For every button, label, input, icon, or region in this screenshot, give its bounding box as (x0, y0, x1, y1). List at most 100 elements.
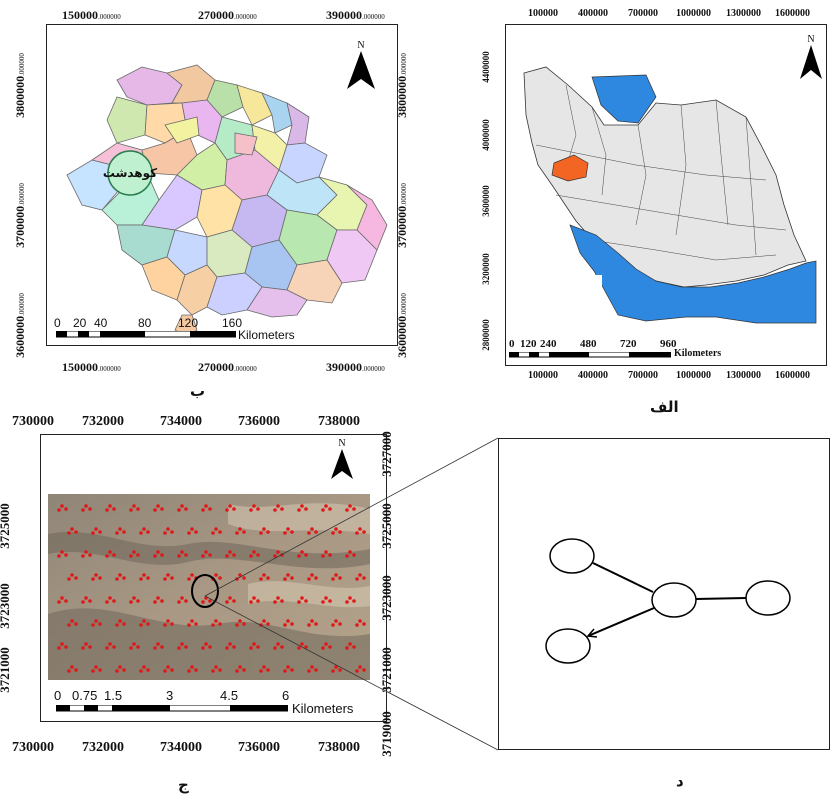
satellite-image (48, 494, 370, 680)
edge-right (695, 597, 747, 600)
edge-bottom-left (587, 607, 655, 637)
sample-point (328, 507, 332, 511)
sample-point (70, 527, 74, 531)
sample-point (118, 665, 122, 669)
top-tick: 732000 (82, 414, 124, 429)
sample-point (214, 573, 218, 577)
sample-point (345, 554, 349, 558)
bottom-tick-2: 270000.000000 (198, 360, 257, 374)
sample-point (64, 553, 68, 557)
caption-alef: الف (650, 398, 679, 416)
edge-top-left (592, 562, 654, 593)
sample-point (70, 573, 74, 577)
sample-point (67, 669, 71, 673)
sample-point (273, 508, 277, 512)
sample-point (88, 645, 92, 649)
sample-point (348, 550, 352, 554)
sample-point (180, 596, 184, 600)
sample-point (249, 508, 253, 512)
north-arrow-alef: N (798, 34, 824, 86)
scale-label: 720 (620, 338, 637, 350)
lorestan-counties-map: کوهدشت (66, 64, 388, 338)
sample-point (242, 576, 246, 580)
sample-point (180, 642, 184, 646)
north-arrow-icon (800, 45, 822, 79)
sample-point (238, 527, 242, 531)
bottom-tick: 100000 (528, 370, 558, 381)
sample-point (64, 645, 68, 649)
sample-point (300, 596, 304, 600)
sample-point (84, 596, 88, 600)
sample-point (235, 531, 239, 535)
sample-point (74, 530, 78, 534)
scale-label: 960 (660, 338, 677, 350)
sample-point (180, 504, 184, 508)
caption-be: ب (190, 382, 206, 400)
sample-point (208, 599, 212, 603)
arrow-head (586, 628, 598, 638)
scale-bar-graphic (509, 352, 671, 358)
sample-point (328, 645, 332, 649)
sample-point (304, 553, 308, 557)
sample-point (163, 623, 167, 627)
top-tick-1: 150000.000000 (62, 8, 121, 22)
sample-point (266, 530, 270, 534)
sample-point (81, 600, 85, 604)
sample-point (218, 530, 222, 534)
sample-point (129, 600, 133, 604)
sample-point (201, 508, 205, 512)
sample-point (345, 600, 349, 604)
sample-point (352, 599, 356, 603)
sample-point (136, 553, 140, 557)
sample-point (314, 530, 318, 534)
scale-label: 0 (54, 316, 61, 330)
sample-point (84, 642, 88, 646)
sample-point (228, 504, 232, 508)
sample-point (60, 504, 64, 508)
sample-point (208, 507, 212, 511)
scale-unit: Kilometers (674, 348, 722, 359)
sample-point (276, 550, 280, 554)
sample-point (276, 642, 280, 646)
top-tick: 700000 (628, 8, 658, 19)
sample-point (300, 504, 304, 508)
scale-label: 0 (509, 338, 515, 350)
sample-point (91, 577, 95, 581)
sample-point (276, 504, 280, 508)
sample-point (355, 577, 359, 581)
sample-point (211, 669, 215, 673)
sample-point (256, 507, 260, 511)
sample-point (184, 599, 188, 603)
sample-point (190, 527, 194, 531)
top-tick-3: 390000.000000 (326, 8, 385, 22)
bottom-tick-3: 390000.000000 (326, 360, 385, 374)
sample-point (290, 530, 294, 534)
sample-point (348, 642, 352, 646)
sample-point (170, 576, 174, 580)
sample-point (170, 530, 174, 534)
sample-point (91, 623, 95, 627)
sample-point (331, 669, 335, 673)
sample-point (225, 508, 229, 512)
caspian-sea (591, 74, 657, 124)
top-tick: 1000000 (676, 8, 711, 19)
sample-point (283, 531, 287, 535)
selected-point-circle (191, 574, 219, 608)
sample-point (142, 573, 146, 577)
sample-point (331, 623, 335, 627)
sample-point (334, 573, 338, 577)
sample-point (273, 554, 277, 558)
sample-point (170, 668, 174, 672)
sample-point (60, 596, 64, 600)
north-label: N (807, 34, 815, 45)
sample-point (57, 554, 61, 558)
sample-point (262, 573, 266, 577)
sample-point (297, 554, 301, 558)
sample-point (358, 665, 362, 669)
sample-point (362, 530, 366, 534)
sample-point (129, 508, 133, 512)
caption-dal: د (676, 772, 684, 790)
sample-point (105, 554, 109, 558)
sample-point (256, 645, 260, 649)
north-arrow-jim: N (330, 438, 354, 486)
